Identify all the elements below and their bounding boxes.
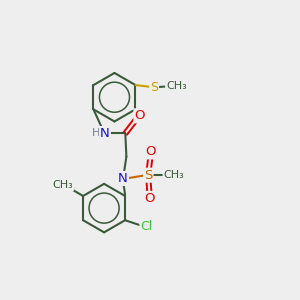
- Text: N: N: [100, 127, 110, 140]
- Text: S: S: [150, 81, 158, 94]
- Text: H: H: [92, 128, 101, 139]
- Text: CH₃: CH₃: [164, 170, 184, 180]
- Text: O: O: [134, 109, 145, 122]
- Text: CH₃: CH₃: [52, 180, 73, 190]
- Text: S: S: [144, 169, 152, 182]
- Text: CH₃: CH₃: [166, 81, 187, 91]
- Text: Cl: Cl: [140, 220, 153, 233]
- Text: O: O: [144, 192, 155, 205]
- Text: O: O: [145, 146, 156, 158]
- Text: N: N: [118, 172, 128, 185]
